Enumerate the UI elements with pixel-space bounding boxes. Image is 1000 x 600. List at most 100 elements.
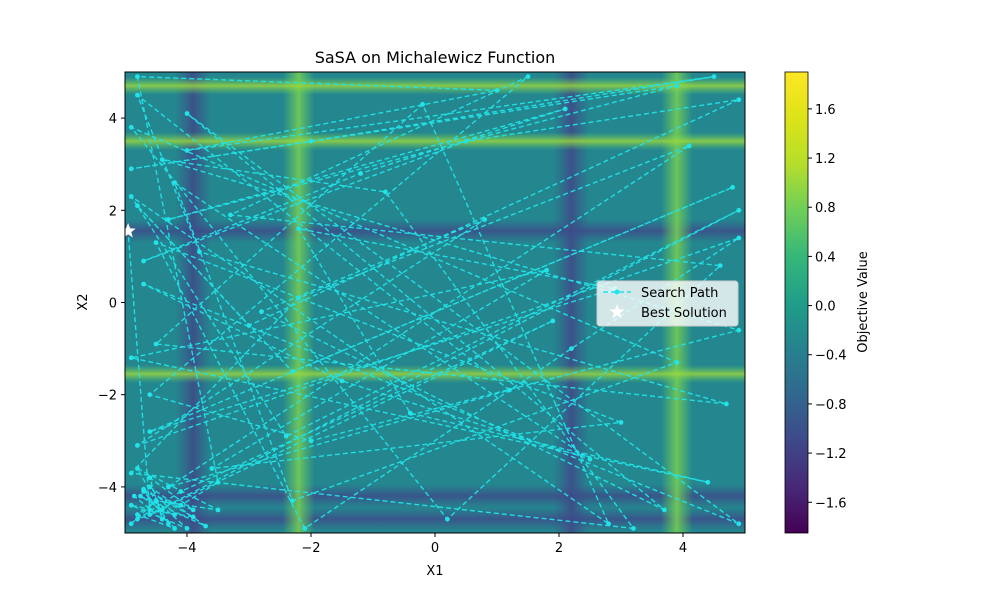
y-tick-label: 4: [109, 112, 117, 127]
search-path-point: [383, 189, 388, 195]
chart-title: SaSA on Michalewicz Function: [315, 48, 556, 67]
x-tick-label: −2: [301, 541, 320, 556]
colorbar-tick-label: 0.0: [815, 300, 836, 315]
search-path-point: [420, 101, 425, 107]
x-tick-label: −4: [177, 541, 196, 556]
x-tick-label: 4: [679, 541, 687, 556]
search-path-point: [138, 493, 143, 499]
search-path-point: [147, 484, 153, 490]
search-path-point: [172, 512, 178, 517]
search-path-point: [228, 212, 233, 218]
search-path-point: [178, 502, 184, 508]
search-path-point: [290, 369, 295, 374]
y-tick-label: 2: [109, 204, 117, 219]
x-axis: −4 −2 0 2 4: [177, 533, 687, 556]
colorbar-ticks: −1.6 −1.2 −0.8 −0.4 0.0 0.4 0.8 1.2 1.6: [808, 103, 847, 511]
search-path-point: [147, 512, 153, 517]
colorbar-tick-label: −0.4: [815, 349, 847, 364]
colorbar-tick-label: 0.8: [815, 201, 836, 216]
search-path-point: [550, 318, 556, 324]
colorbar: [784, 71, 809, 534]
search-path-point: [147, 429, 153, 434]
search-path-point: [128, 166, 134, 172]
search-path-point: [147, 392, 153, 398]
search-path-point: [736, 327, 742, 333]
search-path-point: [153, 498, 159, 504]
search-path: [125, 74, 742, 531]
legend-box: [596, 280, 739, 327]
search-path-point: [184, 111, 190, 116]
search-path-point: [159, 507, 165, 513]
legend-path-dot: [614, 289, 620, 295]
y-tick-label: −2: [98, 389, 117, 404]
y-tick-label: −4: [98, 481, 117, 496]
search-path-point: [407, 410, 413, 416]
search-path-point: [135, 466, 140, 471]
search-path-point: [135, 203, 140, 209]
search-path-point: [283, 433, 289, 439]
legend-star-icon: [609, 304, 625, 319]
y-axis: −4 −2 0 2 4: [98, 112, 125, 496]
dark-row-band-1: [125, 507, 745, 532]
search-path-point: [736, 207, 742, 213]
search-path-point: [308, 438, 314, 444]
search-path-point: [128, 521, 134, 527]
search-path-point: [159, 516, 165, 522]
search-path-point: [141, 281, 147, 287]
search-path-point: [711, 74, 717, 79]
best-solution: [125, 223, 136, 238]
search-path-point: [445, 516, 450, 522]
search-path-point: [296, 295, 301, 301]
search-path-point: [147, 475, 153, 481]
search-path-point: [339, 378, 345, 384]
search-path-point: [141, 486, 147, 492]
search-path-point: [153, 341, 159, 347]
colorbar-tick-label: −0.8: [815, 398, 847, 413]
search-path-point: [141, 258, 147, 264]
search-path-point: [525, 74, 531, 79]
search-path-point: [674, 360, 680, 365]
search-path-point: [736, 521, 742, 527]
search-path-point: [184, 526, 190, 531]
y-tick-label: 0: [109, 297, 117, 312]
search-path-point: [178, 489, 184, 494]
search-path-point: [166, 217, 171, 222]
dark-row-band-2: [125, 484, 745, 509]
search-path-point: [215, 507, 221, 513]
search-path-point: [674, 83, 680, 89]
legend: Search Path Best Solution: [596, 280, 739, 327]
search-path-point: [736, 97, 742, 103]
search-path-point: [135, 516, 140, 522]
search-path-point: [135, 92, 140, 98]
colorbar-tick-label: 1.6: [815, 103, 836, 118]
search-path-point: [131, 493, 137, 499]
search-path-point: [507, 387, 512, 393]
search-path-point: [128, 355, 134, 361]
search-path-point: [662, 507, 667, 513]
search-path-point: [569, 346, 574, 351]
x-tick-label: 0: [431, 541, 439, 556]
colorbar-label: Objective Value: [856, 251, 871, 352]
bright-row-band-2: [125, 364, 745, 383]
search-path-point: [587, 456, 593, 462]
colorbar-tick-label: −1.6: [815, 496, 847, 511]
search-path-point: [544, 267, 549, 273]
search-path-point: [190, 507, 196, 513]
search-path-point: [147, 507, 153, 513]
search-path-point: [259, 309, 264, 315]
search-path-point: [128, 194, 134, 199]
search-path-point: [190, 514, 196, 520]
search-path-point: [463, 138, 469, 144]
search-path-point: [135, 443, 140, 448]
search-path-point: [135, 512, 140, 517]
colorbar-tick-label: 0.4: [815, 250, 836, 265]
x-tick-label: 2: [555, 541, 563, 556]
search-path-point: [159, 157, 165, 163]
search-path-point: [135, 74, 140, 79]
y-axis-label: X2: [76, 293, 91, 310]
colorbar-tick-label: 1.2: [815, 152, 836, 167]
search-path-point: [358, 171, 363, 176]
legend-best-label: Best Solution: [641, 306, 727, 321]
search-path-point: [184, 148, 190, 153]
